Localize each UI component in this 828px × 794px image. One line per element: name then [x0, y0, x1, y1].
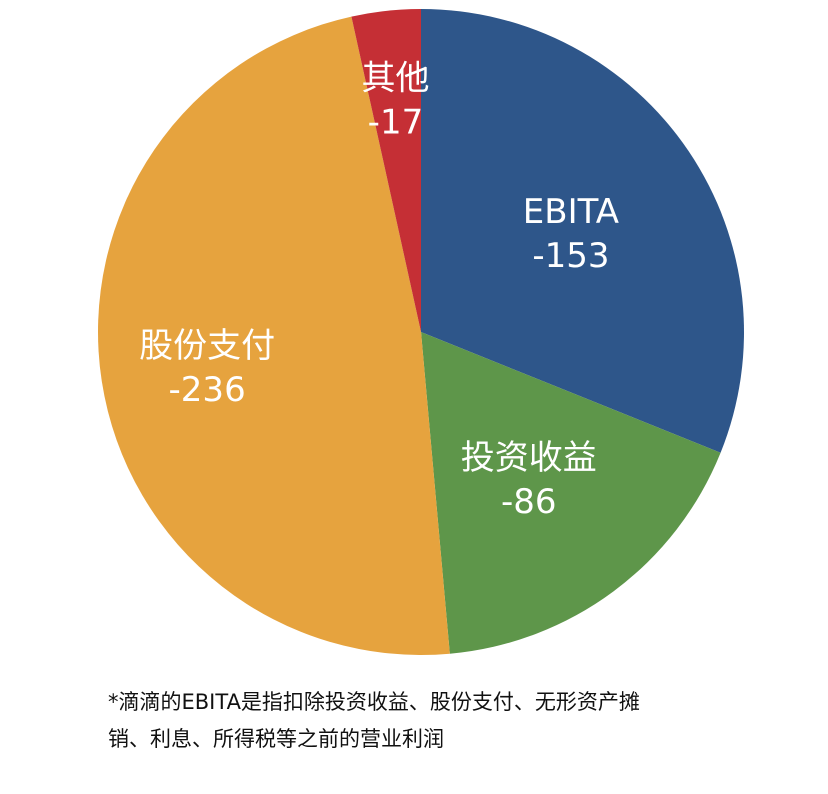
slice-value-label: -236	[169, 370, 246, 410]
slice-category-label: 其他	[361, 59, 429, 99]
pie-labels: EBITA-153 投资收益-86 股份支付-236 其他-17	[139, 59, 619, 523]
slice-value-label: -153	[532, 236, 609, 276]
footnote: *滴滴的EBITA是指扣除投资收益、股份支付、无形资产摊 销、利息、所得税等之前…	[108, 684, 748, 758]
slice-category-label: 股份支付	[139, 326, 275, 366]
pie-slice-3	[98, 16, 450, 656]
slice-value-label: -86	[501, 482, 557, 522]
slice-value-label: -17	[368, 103, 424, 143]
pie-slice-4	[351, 9, 421, 332]
pie-slices	[98, 9, 744, 656]
pie-slice-1	[421, 9, 744, 453]
slice-category-label: 投资收益	[461, 438, 597, 478]
footnote-line-1: *滴滴的EBITA是指扣除投资收益、股份支付、无形资产摊	[108, 690, 640, 714]
slice-category-label: EBITA	[523, 192, 619, 232]
footnote-line-2: 销、利息、所得税等之前的营业利润	[108, 727, 444, 751]
pie-chart: EBITA-153 投资收益-86 股份支付-236 其他-17	[98, 9, 744, 656]
pie-slice-2	[421, 332, 721, 654]
